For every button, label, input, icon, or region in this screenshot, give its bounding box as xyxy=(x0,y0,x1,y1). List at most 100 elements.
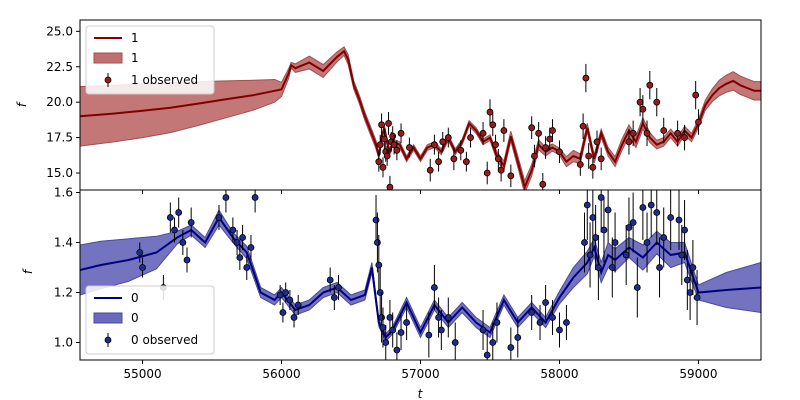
top-observed-point xyxy=(556,140,563,164)
bottom-observed-point xyxy=(236,245,244,270)
bottom-observed-point xyxy=(375,235,383,295)
bottom-data-marker xyxy=(393,346,401,354)
bottom-observed-point xyxy=(276,285,284,305)
top-observed-point xyxy=(507,164,515,188)
bottom-data-marker xyxy=(667,214,675,221)
top-data-marker xyxy=(629,129,637,137)
top-data-marker xyxy=(549,127,556,134)
bottom-data-marker xyxy=(233,239,241,246)
bottom-data-marker xyxy=(386,314,394,321)
bottom-data-marker xyxy=(594,264,602,271)
bottom-data-marker xyxy=(633,284,641,291)
top-data-marker xyxy=(653,98,661,106)
bottom-observed-point xyxy=(139,257,146,278)
top-data-marker xyxy=(681,134,688,141)
bottom-data-marker xyxy=(656,264,663,271)
top-observed-point xyxy=(579,113,587,139)
bottom-data-marker xyxy=(282,289,290,296)
bottom-observed-point xyxy=(183,247,191,273)
bottom-observed-point xyxy=(233,230,241,255)
bottom-observed-point xyxy=(604,190,612,243)
bottom-data-marker xyxy=(611,239,619,246)
bottom-data-marker xyxy=(139,264,146,271)
bottom-data-marker xyxy=(479,326,487,334)
top-observed-point xyxy=(653,88,661,117)
bottom-data-marker xyxy=(136,249,144,256)
bottom-plot-area xyxy=(80,190,761,360)
top-observed-point xyxy=(386,175,394,190)
bottom-observed-point xyxy=(647,190,655,238)
bottom-observed-point xyxy=(489,322,497,360)
bottom-y-tick-label: 1.4 xyxy=(54,236,73,250)
bottom-data-marker xyxy=(622,251,630,259)
bottom-data-marker xyxy=(239,234,247,241)
top-observed-point xyxy=(483,161,491,185)
bottom-observed-point xyxy=(693,270,701,325)
top-y-tick-label: 20.0 xyxy=(46,95,73,109)
top-observed-point xyxy=(378,113,385,137)
bottom-data-marker xyxy=(653,209,661,216)
bottom-observed-point xyxy=(294,295,302,315)
top-data-marker xyxy=(378,121,385,129)
top-observed-point xyxy=(576,153,584,176)
bottom-data-marker xyxy=(372,216,380,224)
bottom-data-marker xyxy=(597,194,605,201)
top-data-marker xyxy=(439,138,447,146)
bottom-data-marker xyxy=(276,291,284,299)
bottom-x-tick-label: 55000 xyxy=(123,367,161,381)
top-data-marker xyxy=(546,135,554,143)
bottom-data-marker xyxy=(247,244,255,251)
bottom-data-marker xyxy=(681,226,688,234)
top-observed-point xyxy=(486,99,494,125)
top-data-marker xyxy=(457,146,465,154)
top-data-marker xyxy=(660,127,668,134)
top-data-marker xyxy=(639,105,647,113)
bottom-observed-point xyxy=(335,275,342,300)
bottom-data-marker xyxy=(444,314,452,321)
bottom-data-marker xyxy=(183,256,191,264)
top-observed-point xyxy=(450,147,458,171)
top-observed-point xyxy=(500,119,508,142)
bottom-data-marker xyxy=(294,301,302,309)
bottom-observed-point xyxy=(594,235,602,300)
bottom-observed-point xyxy=(479,310,487,350)
top-observed-point xyxy=(383,146,391,166)
top-y-axis-label: f xyxy=(15,101,29,107)
top-observed-point xyxy=(497,158,505,182)
bottom-data-marker xyxy=(514,334,522,341)
top-panel: 15.0 17.5 20.0 22.5 25.0 f 1 1 1 observed xyxy=(15,19,762,194)
top-data-marker xyxy=(483,169,491,177)
top-data-marker xyxy=(674,129,682,137)
bottom-data-marker xyxy=(489,339,497,346)
top-data-marker xyxy=(636,98,644,106)
bottom-observed-point xyxy=(681,200,688,260)
bottom-data-marker xyxy=(376,289,384,296)
bottom-observed-point xyxy=(397,315,405,350)
top-legend-band-swatch xyxy=(93,52,123,64)
top-observed-point xyxy=(585,143,593,169)
bottom-data-marker xyxy=(374,239,381,246)
bottom-observed-point xyxy=(229,217,237,243)
bottom-legend-marker-swatch xyxy=(104,336,112,344)
bottom-data-marker xyxy=(675,216,683,224)
top-observed-point xyxy=(528,116,536,139)
bottom-legend-label-observed: 0 observed xyxy=(131,333,198,347)
top-legend: 1 1 1 observed xyxy=(85,25,215,95)
bottom-data-marker xyxy=(581,239,588,246)
bottom-legend-label-band: 0 xyxy=(131,311,139,325)
bottom-data-marker xyxy=(549,314,556,321)
bottom-observed-point xyxy=(656,237,663,298)
top-data-marker xyxy=(497,166,505,174)
top-data-marker xyxy=(597,155,605,163)
top-data-marker xyxy=(430,141,438,149)
bottom-legend-box xyxy=(85,285,215,355)
bottom-observed-point xyxy=(667,190,675,250)
top-legend-label-line: 1 xyxy=(131,31,139,45)
top-data-marker xyxy=(494,155,502,163)
top-x-ticks xyxy=(142,190,699,194)
top-data-marker xyxy=(489,121,497,129)
bottom-x-tick-label: 58000 xyxy=(540,367,578,381)
bottom-observed-point xyxy=(330,285,338,310)
top-legend-box xyxy=(85,25,215,95)
